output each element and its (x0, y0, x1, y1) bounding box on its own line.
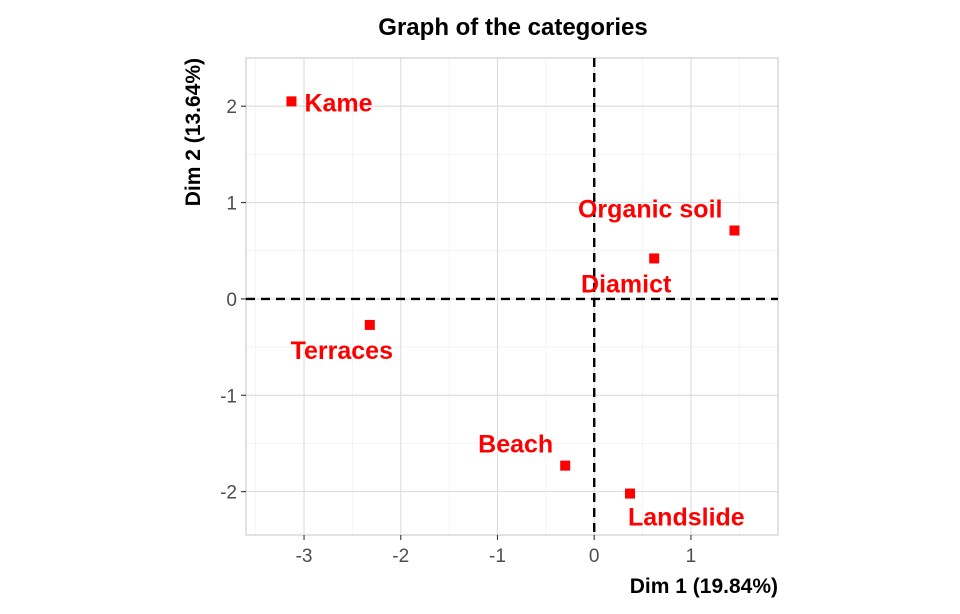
x-tick-label: 1 (686, 546, 697, 567)
grid (245, 57, 779, 536)
point-label: Kame (304, 89, 372, 117)
x-tick-label: -1 (489, 546, 506, 567)
reference-lines (246, 58, 778, 535)
point-labels: Kame Organic soil Diamict Terraces Beach Land… (291, 89, 745, 531)
panel-border (245, 57, 779, 536)
y-tick-label: -2 (220, 483, 237, 504)
y-tick-label: 2 (226, 97, 237, 118)
x-tick-label: -2 (392, 546, 409, 567)
chart-title: Graph of the categories (378, 14, 647, 41)
data-points (286, 96, 740, 499)
x-tick-label: -3 (296, 546, 313, 567)
data-point (625, 488, 636, 499)
point-label: Diamict (581, 270, 672, 298)
axes: -3 -2 -1 0 1 -2 -1 0 1 2 (220, 97, 696, 567)
point-label: Beach (478, 431, 553, 459)
data-point (560, 460, 571, 471)
point-label: Terraces (291, 337, 393, 365)
y-axis-title: Dim 2 (13.64%) (182, 58, 205, 206)
y-tick-label: 1 (226, 194, 237, 215)
x-axis-title: Dim 1 (19.84%) (630, 575, 778, 598)
data-point (286, 96, 297, 107)
x-tick-label: 0 (589, 546, 600, 567)
data-point (729, 225, 740, 236)
point-label: Landslide (628, 504, 745, 532)
point-label: Organic soil (578, 195, 722, 223)
y-tick-label: -1 (220, 386, 237, 407)
data-point (364, 319, 375, 330)
data-point (649, 253, 660, 264)
y-tick-label: 0 (226, 290, 237, 311)
